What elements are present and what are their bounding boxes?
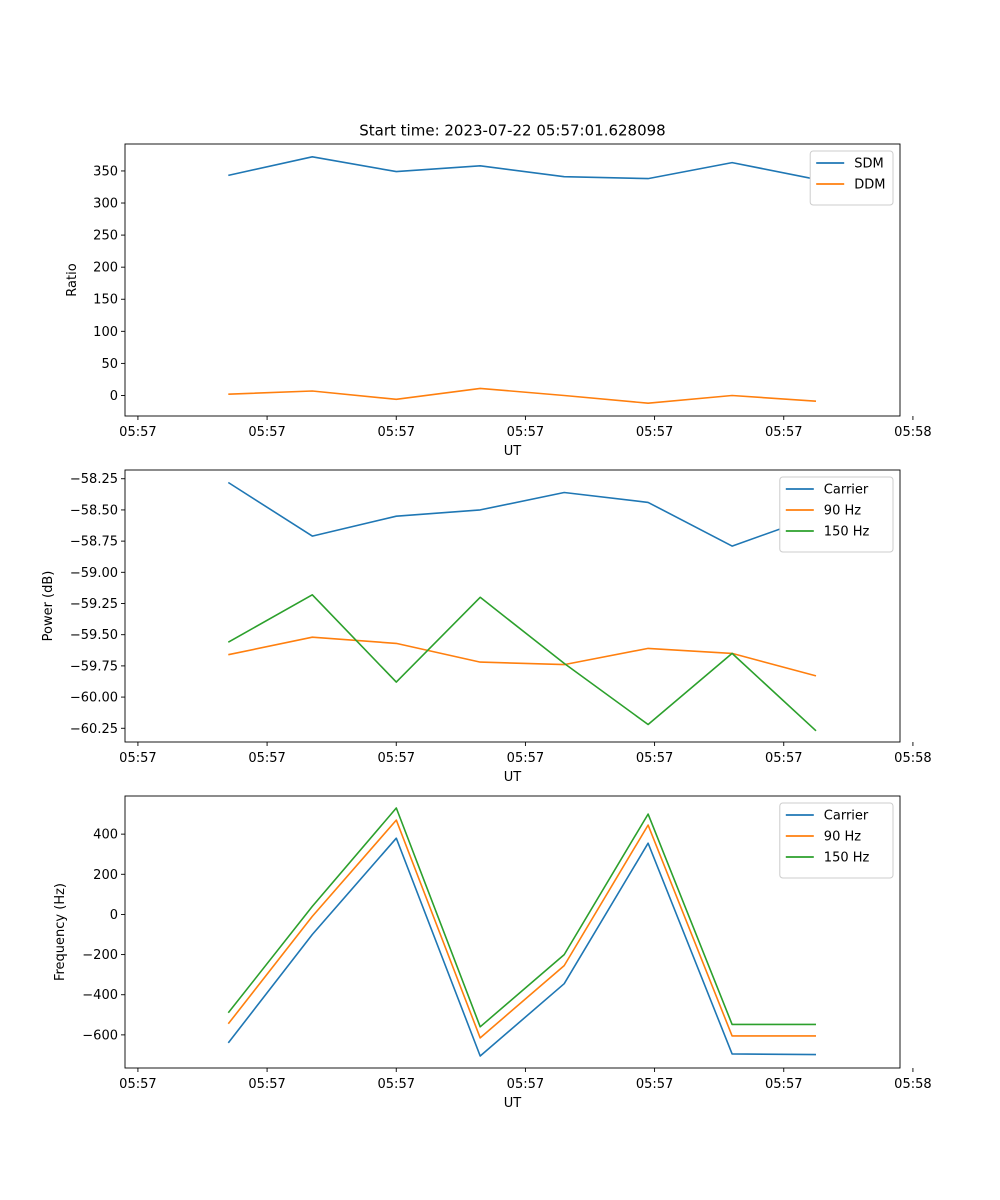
legend-entry: SDM: [854, 157, 883, 172]
y-axis-label: Frequency (Hz): [53, 883, 68, 981]
x-tick-label: 05:57: [507, 425, 544, 440]
y-tick-label: −59.00: [70, 566, 118, 581]
y-tick-label: −59.25: [70, 597, 118, 612]
x-tick-label: 05:58: [894, 751, 931, 766]
legend-box: [779, 802, 894, 879]
x-axis-label: UT: [504, 770, 522, 785]
y-tick-label: −400: [82, 988, 118, 1003]
x-tick-label: 05:57: [248, 751, 285, 766]
x-tick-label: 05:57: [378, 751, 415, 766]
y-tick-label: −58.75: [70, 535, 118, 550]
y-axis-label: Power (dB): [41, 571, 56, 642]
axes-frame: [124, 469, 901, 743]
x-tick-label: 05:57: [636, 1077, 673, 1092]
y-tick-label: 0: [110, 908, 118, 923]
series-line-carrier: [227, 837, 817, 1057]
x-tick-label: 05:57: [119, 751, 156, 766]
x-tick-label: 05:57: [378, 425, 415, 440]
x-tick-label: 05:57: [378, 1077, 415, 1092]
x-tick-label: 05:57: [765, 1077, 802, 1092]
series-line-90-hz: [228, 636, 817, 677]
series-line-150-hz: [227, 807, 816, 1028]
x-tick-label: 05:57: [248, 1077, 285, 1092]
y-tick-label: −58.25: [70, 472, 118, 487]
y-tick-label: −58.50: [70, 503, 118, 518]
series-line-carrier: [227, 481, 817, 547]
legend-entry: 150 Hz: [824, 525, 870, 540]
axes-frame: [124, 795, 901, 1069]
x-tick-label: 05:57: [765, 751, 802, 766]
legend-entry: 90 Hz: [824, 504, 861, 519]
axes-frame: [124, 143, 901, 417]
legend-entry: Carrier: [824, 483, 869, 498]
y-tick-label: 150: [93, 293, 118, 308]
legend: Carrier 90 Hz 150 Hz: [779, 476, 894, 553]
x-tick-label: 05:57: [119, 1077, 156, 1092]
y-tick-label: 350: [93, 164, 118, 179]
legend-entry: Carrier: [824, 809, 869, 824]
legend-box: [809, 150, 894, 206]
legend-entry: 150 Hz: [824, 851, 870, 866]
y-tick-label: 200: [93, 868, 118, 883]
x-tick-label: 05:57: [507, 1077, 544, 1092]
x-tick-label: 05:57: [636, 425, 673, 440]
y-tick-label: −59.75: [70, 659, 118, 674]
legend: SDM DDM: [809, 150, 894, 206]
y-tick-label: −59.50: [70, 628, 118, 643]
x-tick-label: 05:57: [119, 425, 156, 440]
x-tick-label: 05:58: [894, 1077, 931, 1092]
x-axis-label: UT: [504, 1096, 522, 1111]
legend: Carrier 90 Hz 150 Hz: [779, 802, 894, 879]
y-tick-label: −600: [82, 1028, 118, 1043]
x-tick-label: 05:57: [248, 425, 285, 440]
y-tick-label: 250: [93, 229, 118, 244]
x-tick-label: 05:57: [636, 751, 673, 766]
legend-entry: DDM: [854, 178, 885, 193]
x-tick-label: 05:58: [894, 425, 931, 440]
legend-entry: 90 Hz: [824, 830, 861, 845]
y-axis-label: Ratio: [65, 263, 80, 296]
panel-2: 05:57 05:57 05:57 05:57 05:57 05:57 05:58 −58.2…: [41, 469, 932, 785]
panel-3: 05:57 05:57 05:57 05:57 05:57 05:57 05:58 −600 −…: [53, 795, 932, 1111]
y-tick-label: 50: [101, 357, 118, 372]
legend-box: [779, 476, 894, 553]
figure-title: Start time: 2023-07-22 05:57:01.628098: [359, 122, 665, 140]
x-tick-label: 05:57: [507, 751, 544, 766]
y-tick-label: 400: [93, 828, 118, 843]
y-tick-label: 0: [110, 389, 118, 404]
y-tick-label: 100: [93, 325, 118, 340]
series-line-90-hz: [227, 819, 816, 1039]
x-tick-label: 05:57: [765, 425, 802, 440]
y-tick-label: 300: [93, 197, 118, 212]
y-tick-label: 200: [93, 261, 118, 276]
series-line-150-hz: [227, 593, 817, 732]
panels: 05:57 05:57 05:57 05:57 05:57 05:57 05:58 0 50 10…: [41, 143, 932, 1111]
series-line-ddm: [228, 387, 817, 405]
series-line-sdm: [228, 156, 817, 181]
x-axis-label: UT: [504, 444, 522, 459]
y-tick-label: −60.00: [70, 691, 118, 706]
panel-1: 05:57 05:57 05:57 05:57 05:57 05:57 05:58 0 50 10…: [65, 143, 932, 459]
y-tick-label: −200: [82, 948, 118, 963]
y-tick-label: −60.25: [70, 722, 118, 737]
